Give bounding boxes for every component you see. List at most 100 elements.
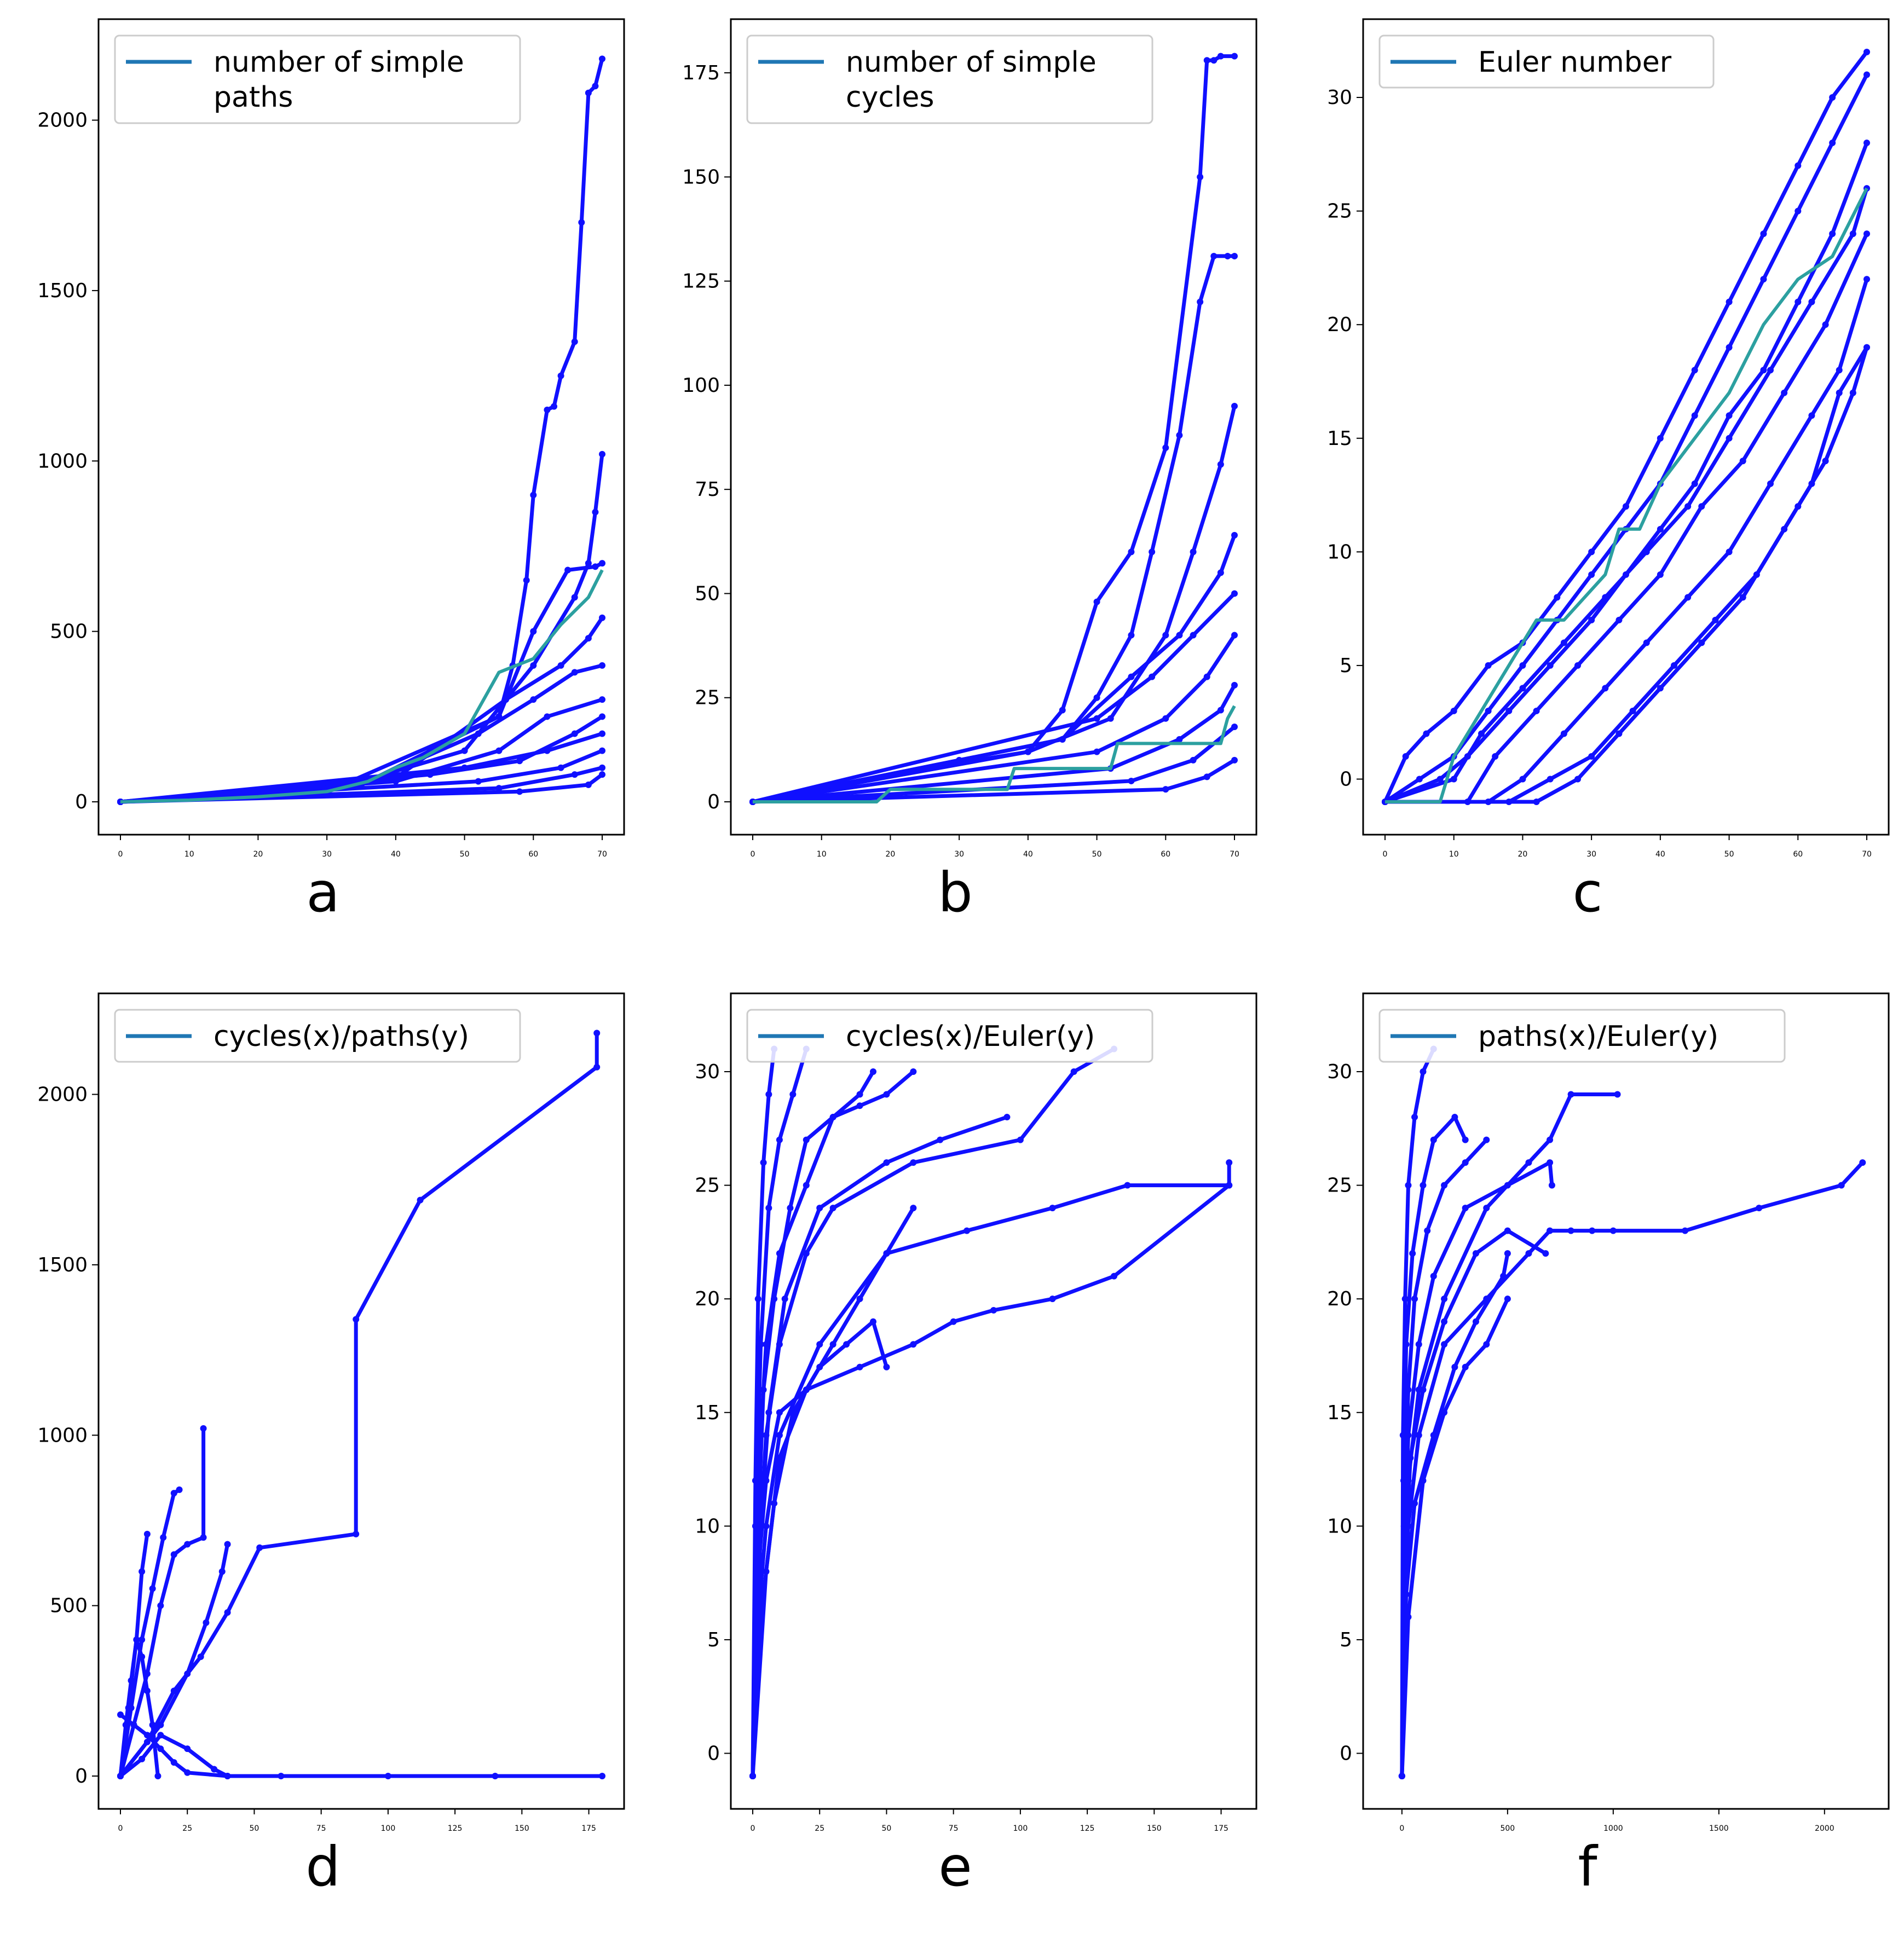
data-point bbox=[475, 778, 482, 785]
data-point bbox=[1519, 662, 1526, 669]
data-point bbox=[1210, 252, 1218, 259]
data-point bbox=[1441, 1341, 1448, 1348]
x-tick-label: 50 bbox=[250, 1824, 259, 1833]
data-point bbox=[530, 662, 537, 669]
y-tick-label: 0 bbox=[1340, 1742, 1352, 1765]
data-point bbox=[1567, 1091, 1574, 1098]
x-tick-label: 70 bbox=[1862, 850, 1872, 859]
data-point bbox=[1838, 1182, 1845, 1189]
y-tick-label: 10 bbox=[1327, 1515, 1352, 1537]
data-point bbox=[1478, 730, 1485, 737]
data-point bbox=[754, 1296, 761, 1303]
y-tick-label: 175 bbox=[682, 62, 720, 84]
data-point bbox=[1547, 662, 1554, 669]
data-point bbox=[117, 1711, 124, 1718]
data-point bbox=[184, 1769, 191, 1776]
y-tick-label: 5 bbox=[707, 1629, 720, 1651]
x-tick-label: 70 bbox=[1230, 850, 1239, 859]
x-tick-label: 0 bbox=[751, 1824, 755, 1833]
panel-d: 0 500 1000 1500 2000 0 25 50 75 100 125 150 175 cycle… bbox=[37, 992, 625, 1899]
data-point bbox=[1863, 71, 1870, 78]
data-point bbox=[592, 563, 599, 570]
data-point bbox=[1197, 173, 1204, 181]
data-point bbox=[1128, 548, 1135, 556]
data-point bbox=[157, 1721, 164, 1728]
data-point bbox=[1411, 1114, 1418, 1121]
x-tick-label: 20 bbox=[1518, 850, 1528, 859]
data-point bbox=[1836, 367, 1843, 374]
data-point bbox=[1781, 389, 1788, 396]
data-point bbox=[1849, 230, 1856, 238]
x-tick-label: 100 bbox=[381, 1824, 396, 1833]
data-point bbox=[1767, 367, 1774, 374]
legend-box bbox=[746, 1009, 1153, 1063]
series-line bbox=[751, 758, 1237, 804]
data-point bbox=[1726, 344, 1733, 351]
series-line bbox=[1383, 345, 1869, 804]
data-point bbox=[1217, 53, 1224, 60]
data-point bbox=[544, 406, 551, 413]
data-point bbox=[1231, 53, 1238, 60]
data-point bbox=[1829, 140, 1836, 147]
data-point bbox=[1049, 1296, 1056, 1303]
y-tick-label: 10 bbox=[695, 1515, 720, 1537]
data-point bbox=[1691, 367, 1698, 374]
data-point bbox=[278, 1773, 285, 1779]
data-point bbox=[1657, 571, 1664, 578]
panel-c: 0 5 10 15 20 25 30 0 10 20 30 40 50 60 70 Euler number c bbox=[1327, 18, 1890, 924]
data-point bbox=[170, 1551, 177, 1558]
data-point bbox=[1059, 736, 1066, 743]
x-tick-label: 50 bbox=[460, 850, 470, 859]
plot-frame bbox=[1362, 18, 1890, 836]
panel-letter: e bbox=[938, 1835, 972, 1899]
data-point bbox=[1504, 1296, 1511, 1303]
plot-frame bbox=[97, 992, 625, 1810]
y-tick-label: 0 bbox=[707, 1742, 720, 1765]
data-point bbox=[130, 1721, 137, 1728]
x-tick-label: 10 bbox=[817, 850, 827, 859]
x-tick-label: 60 bbox=[528, 850, 538, 859]
traces-group bbox=[749, 1045, 1233, 1779]
y-tick-label: 500 bbox=[50, 621, 88, 643]
x-tick-label: 40 bbox=[1655, 850, 1665, 859]
x-tick-label: 10 bbox=[1449, 850, 1459, 859]
x-tick-label: 30 bbox=[322, 850, 332, 859]
data-point bbox=[599, 747, 605, 754]
data-point bbox=[1483, 1136, 1490, 1143]
y-tick-label: 15 bbox=[1327, 1402, 1352, 1424]
x-tick-label: 100 bbox=[1013, 1824, 1028, 1833]
data-point bbox=[1231, 724, 1238, 730]
data-point bbox=[149, 1585, 156, 1592]
series-line bbox=[1383, 50, 1869, 804]
data-point bbox=[1657, 525, 1664, 533]
series-line bbox=[118, 766, 604, 804]
series-line bbox=[118, 1713, 604, 1778]
data-point bbox=[1450, 707, 1457, 714]
legend-label: number of simple bbox=[846, 46, 1097, 79]
y-tick-label: 100 bbox=[682, 374, 720, 397]
data-point bbox=[475, 730, 482, 737]
data-point bbox=[829, 1114, 836, 1121]
data-point bbox=[157, 1732, 164, 1739]
data-point bbox=[384, 1773, 391, 1779]
x-tick-label: 150 bbox=[515, 1824, 529, 1833]
data-point bbox=[1781, 525, 1788, 533]
data-point bbox=[1231, 252, 1238, 259]
data-point bbox=[1760, 230, 1767, 238]
data-point bbox=[1525, 1250, 1532, 1257]
x-tick-label: 20 bbox=[253, 850, 263, 859]
data-point bbox=[1836, 389, 1843, 396]
data-point bbox=[1760, 367, 1767, 374]
data-point bbox=[1698, 639, 1705, 646]
data-point bbox=[749, 1773, 756, 1779]
data-point bbox=[143, 1687, 151, 1694]
data-point bbox=[856, 1363, 863, 1370]
data-point bbox=[461, 747, 468, 754]
data-point bbox=[1472, 1318, 1479, 1325]
data-point bbox=[1492, 753, 1499, 760]
data-point bbox=[1226, 1182, 1233, 1189]
x-tick-label: 50 bbox=[882, 1824, 892, 1833]
data-point bbox=[1822, 458, 1829, 465]
data-point bbox=[184, 1670, 191, 1678]
data-point bbox=[1643, 548, 1650, 556]
